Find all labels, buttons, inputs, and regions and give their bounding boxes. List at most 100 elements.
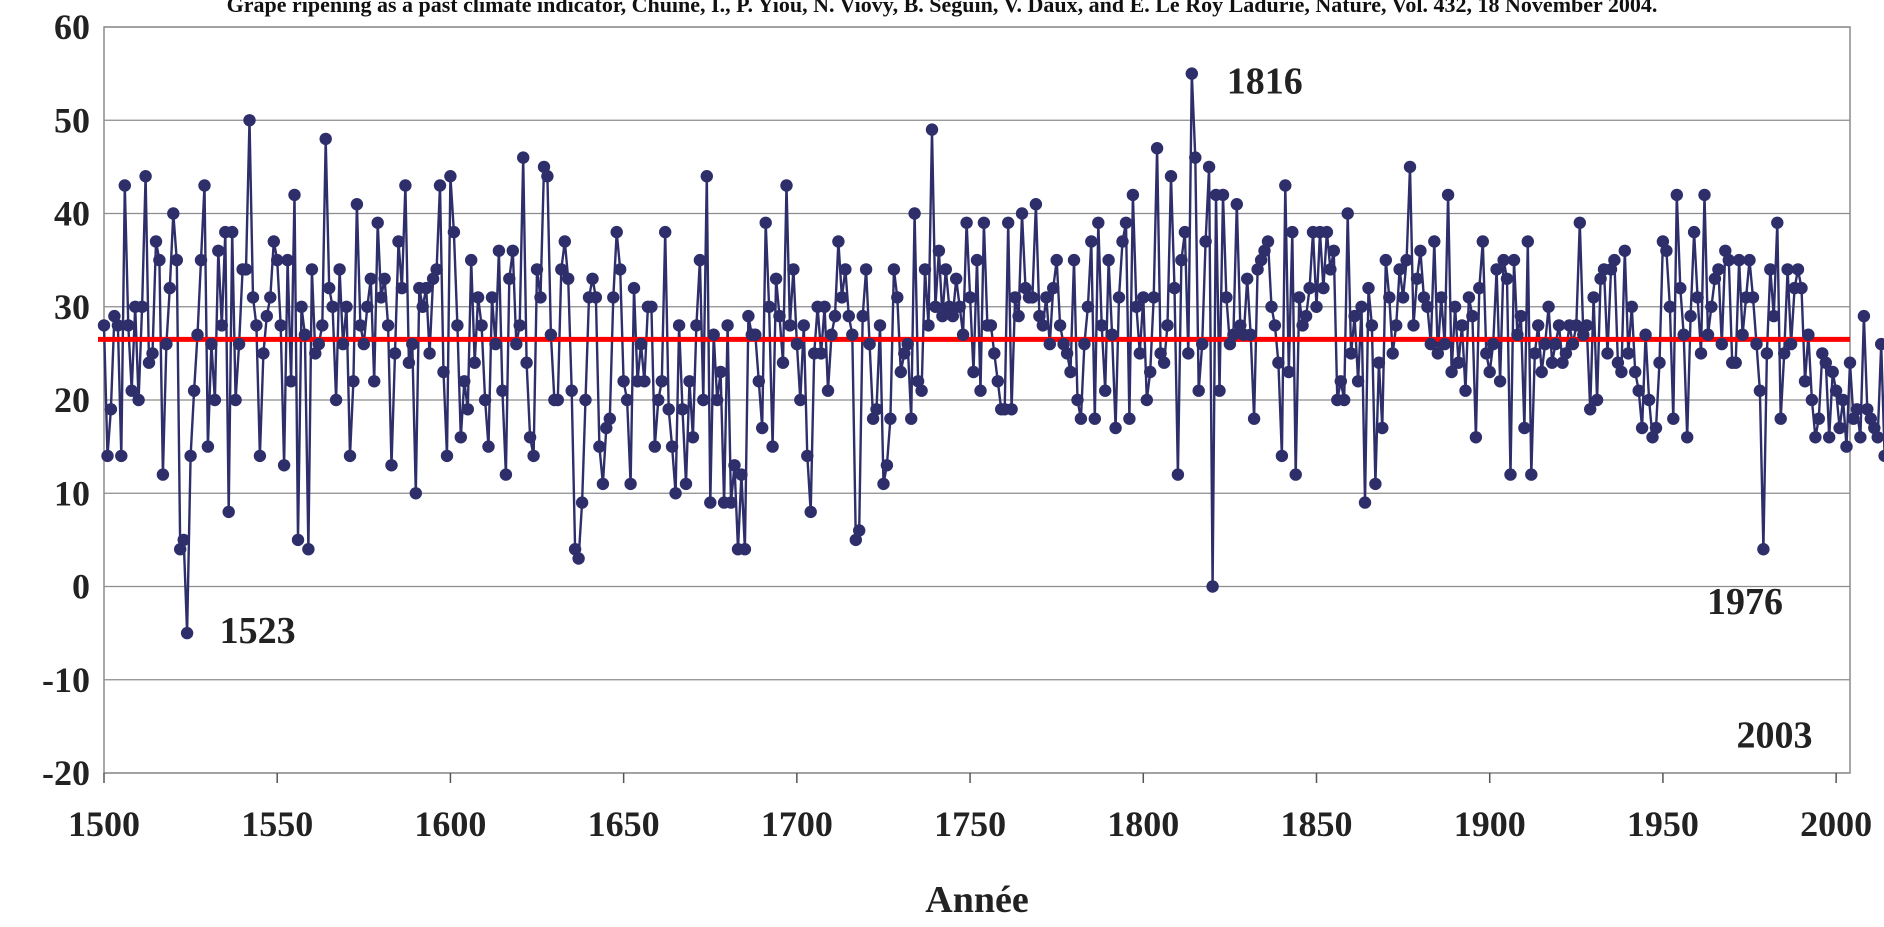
data-point [295,300,308,313]
data-point [1123,412,1136,425]
data-point [409,487,422,500]
data-point [787,263,800,276]
series-line [102,72,1884,635]
data-point [420,281,433,295]
data-point [357,337,370,351]
data-point [963,291,977,304]
annotation-label: 1816 [1227,61,1303,103]
data-point [620,393,634,407]
data-point [503,272,516,285]
x-tick-label: 1550 [241,804,313,844]
data-point [1431,347,1445,360]
x-tick-label: 1700 [761,804,833,844]
data-point [1040,291,1053,304]
data-point [1296,319,1309,332]
data-point [1687,225,1701,239]
data-point [1549,337,1562,351]
data-point [1050,253,1063,267]
y-tick-label: 60 [54,7,90,47]
data-point [288,188,301,202]
data-point [984,319,998,332]
data-point [1677,328,1690,341]
data-point [239,263,253,276]
data-point [1781,263,1794,276]
data-point [1282,365,1296,379]
data-point [1639,328,1652,341]
data-point [534,291,547,304]
data-point [416,300,429,313]
data-point [395,281,409,295]
data-point [1819,356,1833,369]
data-point [177,533,190,547]
data-point [402,356,416,369]
data-point [1757,543,1770,556]
data-point [1081,300,1095,313]
data-point [769,272,783,285]
data-point [1303,281,1316,295]
data-point [762,300,776,313]
data-point [291,533,305,547]
data-point [371,216,384,229]
data-point [1514,309,1528,323]
data-point [859,263,873,276]
data-point [842,309,855,323]
data-point [853,524,866,537]
data-point [1570,319,1583,332]
data-point [804,505,817,519]
data-point [274,319,287,332]
data-point [1566,337,1580,351]
data-point [1483,365,1496,379]
data-point [135,300,149,313]
data-point [368,375,381,388]
data-point [108,309,121,323]
data-point [970,253,984,267]
data-point [1099,384,1112,397]
data-point [1653,356,1666,369]
data-point [523,431,537,444]
data-point [1400,253,1413,267]
data-point [1545,356,1559,369]
data-point [922,319,935,332]
data-point [1708,272,1722,285]
data-point [101,449,114,463]
data-point [454,431,467,444]
data-point [156,468,170,481]
data-point [1847,412,1860,425]
data-point [302,543,315,556]
data-point [672,319,686,332]
data-point [378,272,391,285]
data-point [1317,281,1330,295]
data-point [1164,170,1178,183]
data-point [198,179,211,192]
data-point [676,403,689,416]
data-point [752,375,765,388]
data-point [1473,281,1486,295]
data-point [184,449,197,463]
data-point [575,496,589,509]
data-point [170,253,183,267]
chart-labels: -20 -10 0 10 20 30 40 50 60 1500 1550 1600 1650 1700 1… [42,7,1872,921]
data-point [139,170,152,183]
data-point [665,440,679,453]
data-point [662,403,675,416]
data-point [510,337,523,351]
data-point [513,319,526,332]
data-point [950,272,963,285]
data-point [336,337,350,351]
data-point [1535,365,1548,379]
data-point [627,281,641,295]
data-point [1074,412,1088,425]
data-point [887,263,901,276]
data-point [1157,356,1171,369]
data-point [541,170,554,183]
data-point [939,263,952,276]
data-point [329,393,343,407]
data-point [1088,412,1102,425]
data-point [555,263,568,276]
data-point [1092,216,1105,229]
data-point [1095,319,1108,332]
data-point [1192,384,1205,397]
data-point [1663,300,1677,313]
data-point [1223,337,1237,351]
data-point [1168,281,1181,295]
